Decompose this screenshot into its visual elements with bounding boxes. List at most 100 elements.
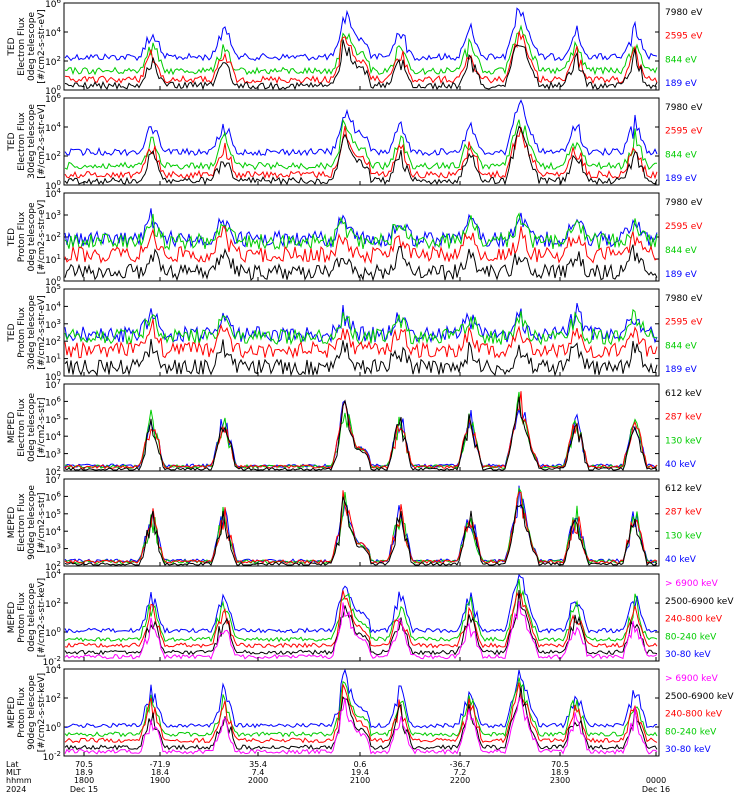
y-axis-label: [#/cm2-s-str-eV] [37,9,47,84]
y-tick-label: 103 [45,209,61,222]
legend-entry: 844 eV [665,246,698,256]
legend-entry: 189 eV [665,365,698,375]
legend-entry: 612 keV [665,484,702,494]
legend-entry: 844 eV [665,55,698,65]
y-tick-label: 102 [45,692,61,705]
y-axis-label: Electron Flux [17,398,27,457]
y-axis-label: 30deg telescope [27,295,37,370]
y-axis-label: MEPED [7,602,17,634]
y-axis-label: 90deg telescope [27,675,37,750]
x-tick-label: 2100 [350,776,370,785]
legend-entry: 130 keV [665,436,702,446]
legend-entry: 844 eV [665,341,698,351]
x-axis-row-label: 2024 [6,785,26,794]
x-tick-label: 7.4 [252,768,265,777]
series-line-p2-2 [64,125,658,180]
x-tick-label: 18.9 [75,768,93,777]
y-tick-label: 104 [45,121,61,134]
y-tick-label: 101 [45,253,61,266]
series-line-p4-2 [64,318,658,359]
plot-frame-border [63,288,660,377]
series-line-p3-3 [64,212,658,251]
series-line-p2-1 [64,125,658,186]
series-line-p1-2 [64,31,658,85]
x-tick-label: Dec 15 [70,785,98,794]
y-tick-label: 106 [45,490,61,503]
x-tick-label: Dec 16 [642,785,670,794]
legend-entry: 189 eV [665,270,698,280]
legend-entry: 2500-6900 keV [665,597,734,607]
y-axis-label: [#/cm2-s-str-keV] [37,673,47,752]
y-tick-label: 103 [45,318,61,331]
series-line-p7-3 [64,590,658,649]
plot-frame [63,573,660,662]
plot-frame-border [63,2,660,91]
series-line-p2-3 [64,118,658,171]
x-tick-label: 70.5 [75,760,93,769]
series-line-p5-4 [64,399,658,469]
y-axis-label: [#/cm2-s-str-eV] [37,104,47,179]
y-tick-label: 103 [45,448,61,461]
series-line-p7-5 [64,573,658,634]
y-tick-label: 102 [45,55,61,68]
x-tick-label: 35.4 [249,760,267,769]
legend-entry: 80-240 keV [665,727,717,737]
y-axis-label: Proton Flux [17,307,27,358]
y-tick-label: 100 [45,721,61,734]
y-axis-label: [#/cm2-s-str] [37,492,47,552]
x-tick-label: 18.4 [151,768,169,777]
legend-entry: 40 keV [665,555,697,565]
legend-entry: 2595 eV [665,318,703,328]
plot-frame [63,478,660,567]
series-line-p6-2 [64,490,658,565]
x-tick-label: 19.4 [351,768,369,777]
plot-frame-border [63,383,660,472]
x-tick-label: 18.9 [551,768,569,777]
x-axis-row-label: MLT [6,768,21,777]
legend-entry: 2595 eV [665,222,703,232]
legend-entry: 7980 eV [665,198,703,208]
legend-entry: 7980 eV [665,103,703,113]
y-tick-label: 101 [45,353,61,366]
y-axis-label: MEPED [7,507,17,539]
plot-frame-border [63,668,660,757]
x-axis-row-label: Lat [6,760,19,769]
x-tick-label: 1800 [74,776,94,785]
series-line-p7-2 [64,590,658,656]
legend-entry: 844 eV [665,150,698,160]
y-tick-label: 100 [45,626,61,639]
x-tick-label: 0000 [646,776,666,785]
legend-entry: 7980 eV [665,8,703,18]
x-tick-label: -71.9 [150,760,171,769]
y-axis-label: 30deg telescope [27,104,37,179]
series-line-p1-3 [64,24,658,76]
x-tick-label: 2200 [450,776,470,785]
plot-frame [63,288,660,377]
y-axis-label: TED [7,228,17,247]
series-line-p3-2 [64,226,658,265]
y-axis-label: 0deg telescope [27,393,37,463]
series-line-p8-4 [64,677,658,738]
y-axis-label: TED [7,37,17,56]
y-axis-label: [#/cm2-s-str-keV] [37,578,47,657]
series-line-p8-5 [65,668,658,729]
series-line-p2-4 [64,99,658,157]
y-tick-label: 102 [45,231,61,244]
y-axis-label: Proton Flux [17,687,27,738]
y-tick-label: 106 [45,395,61,408]
legend-entry: 40 keV [665,460,697,470]
legend-entry: 2500-6900 keV [665,692,734,702]
series-line-p8-1 [64,697,658,755]
y-axis-label: 0deg telescope [27,583,37,653]
legend-entry: 189 eV [665,79,698,89]
series-line-p1-4 [64,7,658,62]
legend-entry: 2595 eV [665,127,703,137]
y-axis-label: [#/cm2-s-str-eV] [37,295,47,370]
series-line-p5-1 [64,396,658,471]
y-tick-label: 102 [45,150,61,163]
plot-frame-border [63,192,660,282]
x-tick-label: 1900 [150,776,170,785]
y-tick-label: 105 [45,508,61,521]
